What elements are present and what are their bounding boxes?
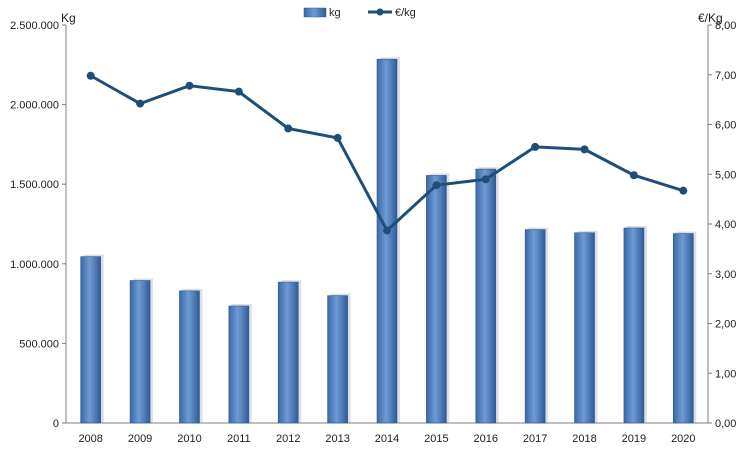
bar: [574, 232, 595, 424]
bar: [277, 281, 299, 424]
y-tick-label-right: 6,00: [715, 120, 736, 132]
y-tick-label-right: 1,00: [715, 368, 736, 380]
legend-label-euro-per-kg: €/kg: [395, 7, 416, 19]
bar: [524, 229, 546, 424]
y-tick-label-right: 0,00: [715, 418, 736, 430]
y-tick-label-left: 0: [53, 418, 59, 430]
legend-marker-line: [376, 8, 384, 16]
line-point: [580, 145, 589, 154]
line-point: [383, 226, 391, 235]
legend-label-kg: kg: [329, 7, 341, 19]
y-tick-label-left: 500.000: [19, 338, 59, 350]
x-tick-label: 2013: [325, 433, 349, 445]
bar: [623, 227, 645, 424]
y-tick-label-left: 2.500.000: [10, 20, 59, 32]
x-tick-label: 2017: [523, 433, 547, 445]
x-tick-label: 2009: [128, 433, 152, 445]
x-tick-label: 2014: [375, 433, 399, 445]
bar-series-kg: [80, 57, 697, 424]
line-point: [136, 99, 145, 108]
line-series-euro-per-kg: [86, 71, 688, 235]
line-point: [86, 71, 95, 80]
bar: [179, 290, 200, 424]
x-tick-label: 2012: [276, 433, 300, 445]
y-axis-title-left: Kg: [61, 11, 76, 25]
x-tick-label: 2015: [424, 433, 448, 445]
line-point: [432, 181, 441, 190]
y-tick-label-right: 8,00: [715, 20, 736, 32]
bar: [376, 58, 398, 424]
bar: [327, 295, 348, 424]
y-axis-title-right: €/Kg: [698, 11, 723, 25]
line-point: [284, 124, 293, 133]
x-tick-label: 2016: [474, 433, 498, 445]
bar: [475, 168, 497, 424]
x-tick-label: 2019: [622, 433, 646, 445]
line-point: [629, 171, 638, 180]
line-point: [234, 87, 243, 96]
line-point: [531, 142, 540, 151]
y-tick-label-right: 2,00: [715, 319, 736, 331]
line-point: [185, 81, 194, 90]
y-tick-label-right: 7,00: [715, 70, 736, 82]
y-tick-label-left: 2.000.000: [10, 100, 59, 112]
x-tick-label: 2010: [177, 433, 201, 445]
y-tick-label-right: 3,00: [715, 269, 736, 281]
x-tick-label: 2011: [227, 433, 251, 445]
bar: [426, 175, 447, 424]
line-point: [481, 175, 490, 184]
bar: [129, 280, 151, 424]
x-tick-label: 2018: [572, 433, 596, 445]
y-tick-label-left: 1.000.000: [10, 259, 59, 271]
legend: kg €/kg: [303, 7, 416, 19]
line-point: [333, 133, 342, 142]
bar: [228, 305, 250, 424]
y-tick-label-right: 4,00: [715, 219, 736, 231]
line-point: [679, 186, 688, 195]
axes: 0 500.000 1.000.000 1.500.000 2.000.000 2.500…: [10, 20, 736, 445]
x-tick-label: 2008: [78, 433, 102, 445]
bar: [673, 233, 694, 424]
bar: [80, 256, 101, 424]
y-tick-label-left: 1.500.000: [10, 179, 59, 191]
x-tick-label: 2020: [671, 433, 695, 445]
y-tick-label-right: 5,00: [715, 169, 736, 181]
legend-swatch-kg: [303, 7, 327, 18]
